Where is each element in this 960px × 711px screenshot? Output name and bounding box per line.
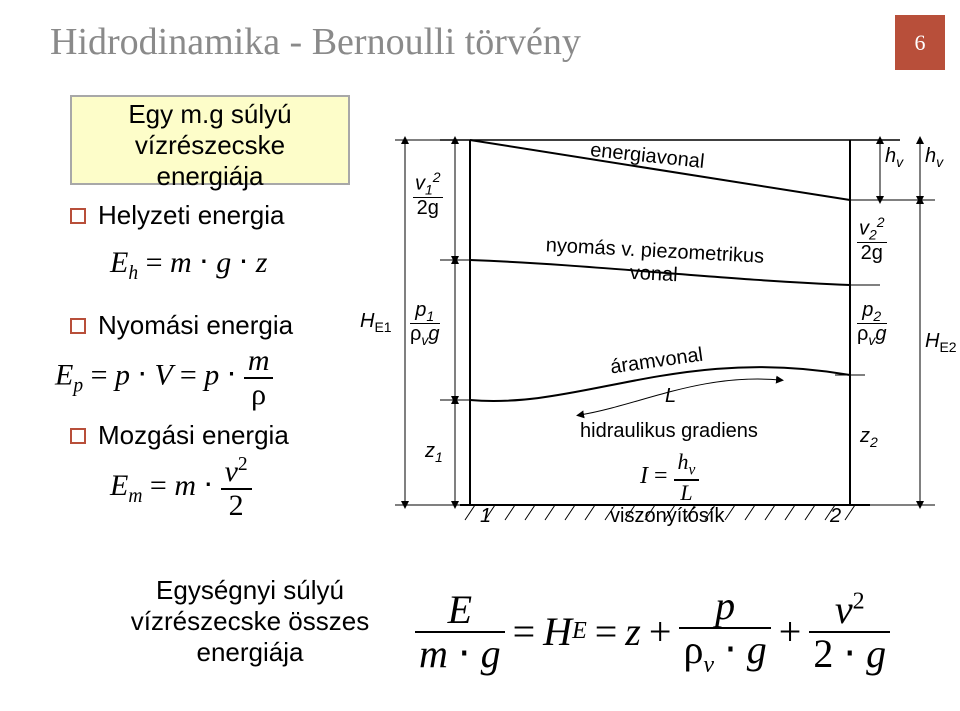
bullet-label: Mozgási energia	[98, 420, 289, 451]
label-HE1: HE1	[360, 310, 392, 335]
label-hv-2: hv	[925, 145, 943, 170]
bullet-label: Nyomási energia	[98, 310, 293, 341]
eq-Eh: Eh = m ⋅ g ⋅ z	[110, 245, 267, 285]
label-p1-head: p1 ρvg	[410, 300, 440, 347]
eq-Em: Em = m ⋅ v2 2	[110, 455, 252, 521]
label-section-1: 1	[480, 505, 491, 528]
label-p2-head: p2 ρvg	[857, 300, 887, 347]
label-HE2: HE2	[925, 330, 957, 355]
intro-line2: vízrészecske	[135, 130, 285, 160]
eq-Ep: Ep = p ⋅ V = p ⋅ m ρ	[55, 345, 273, 410]
bullet-icon	[70, 428, 86, 444]
bullet-mozgasi: Mozgási energia	[70, 420, 289, 451]
label-z1: z1	[425, 440, 443, 465]
label-datum: viszonyítósík	[610, 505, 724, 528]
intro-box: Egy m.g súlyú vízrészecske energiája	[70, 95, 350, 185]
energy-head-diagram: HE1 HE2 v12 2g p1 ρvg z1 hv hv v22 2g p2…	[380, 85, 950, 535]
label-L: L	[665, 385, 676, 408]
label-hidraulikus-gradiens: hidraulikus gradiens	[580, 420, 758, 443]
label-hv-1: hv	[885, 145, 903, 170]
bottom-label-total-energy: Egységnyi súlyú vízrészecske összes ener…	[105, 575, 395, 668]
eq-gradient-I: I = hv L	[640, 450, 699, 504]
page-number: 6	[895, 15, 945, 70]
intro-line1: Egy m.g súlyú	[128, 99, 291, 129]
page-title: Hidrodinamika - Bernoulli törvény	[50, 20, 581, 64]
bullet-icon	[70, 318, 86, 334]
bullet-icon	[70, 208, 86, 224]
label-v2-head: v22 2g	[857, 215, 887, 263]
bullet-label: Helyzeti energia	[98, 200, 284, 231]
bullet-nyomasi: Nyomási energia	[70, 310, 293, 341]
intro-line3: energiája	[157, 161, 264, 191]
label-z2: z2	[860, 425, 878, 450]
label-section-2: 2	[830, 505, 841, 528]
eq-total-head: E m ⋅ g = HE = z + p ρv ⋅ g + v2 2 ⋅ g	[415, 585, 890, 678]
bullet-helyzeti: Helyzeti energia	[70, 200, 284, 231]
label-v1-head: v12 2g	[413, 170, 443, 218]
